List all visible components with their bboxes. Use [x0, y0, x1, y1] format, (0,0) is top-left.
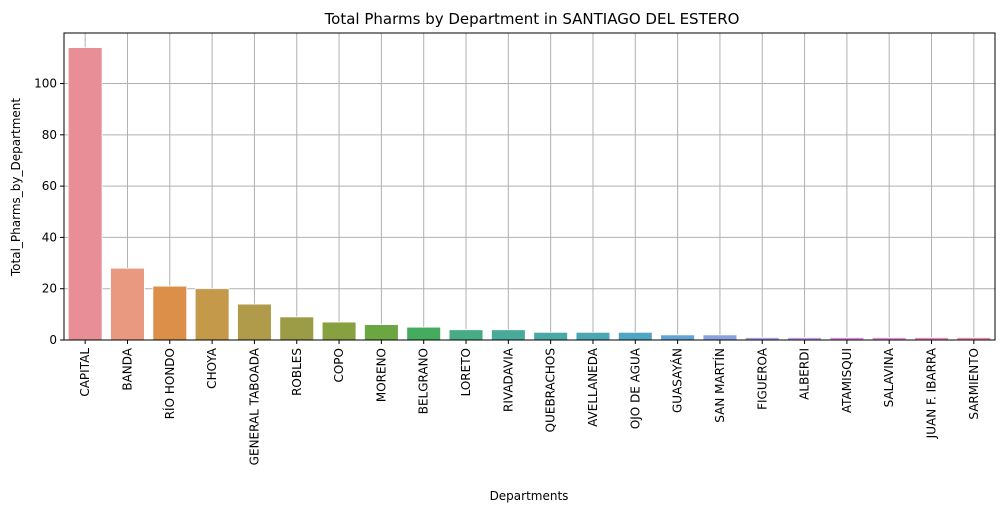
bar-capital: [67, 47, 103, 341]
x-tick-label: COPO: [332, 348, 346, 383]
bar-copo: [321, 321, 357, 341]
x-tick-label: LORETO: [459, 348, 473, 396]
x-tick-label: CAPITAL: [78, 348, 92, 397]
x-tick-label: SALAVINA: [882, 347, 896, 407]
bar-robles: [279, 316, 315, 341]
bar-choya: [194, 288, 230, 341]
x-tick-label: GENERAL TABOADA: [247, 347, 261, 465]
bar-banda: [110, 267, 145, 341]
bar-loreto: [448, 329, 484, 341]
x-tick-label: RIVADAVIA: [501, 347, 515, 412]
x-tick-label: AVELLANEDA: [586, 347, 600, 427]
x-tick-label: ALBERDI: [798, 348, 812, 400]
x-tick-label: QUEBRACHOS: [544, 348, 558, 432]
x-tick-label: OJO DE AGUA: [628, 347, 642, 429]
x-tick-label: BELGRANO: [417, 348, 431, 414]
bar-avellaneda: [575, 331, 611, 341]
x-axis-label: Departments: [490, 489, 569, 503]
y-axis-ticks: 0 20 40 60 80 100: [34, 77, 64, 347]
bar-guasay-n: [660, 334, 695, 341]
x-tick-label: SARMIENTO: [967, 348, 981, 420]
chart-title: Total Pharms by Department in SANTIAGO D…: [324, 10, 740, 28]
y-tick-label: 40: [42, 230, 57, 244]
bars: [67, 47, 992, 341]
y-tick-label: 20: [42, 282, 57, 296]
x-axis-ticks: CAPITAL BANDA RÍO HONDO CHOYA GENERAL TABOAD…: [78, 340, 981, 465]
bar-moreno: [364, 324, 399, 341]
bar-ojo-de-agua: [617, 331, 653, 341]
x-tick-label: BANDA: [120, 347, 134, 390]
bar-san-mart-n: [702, 334, 738, 341]
x-tick-label: RÍO HONDO: [162, 348, 177, 419]
bar-quebrachos: [533, 331, 568, 341]
x-tick-label: ROBLES: [290, 348, 304, 396]
y-tick-label: 0: [49, 333, 57, 347]
x-tick-label: MORENO: [374, 348, 388, 402]
x-tick-label: SAN MARTÍN: [712, 348, 727, 423]
y-tick-label: 60: [42, 179, 57, 193]
y-tick-label: 80: [42, 128, 57, 142]
x-tick-label: GUASAYÁN: [670, 348, 685, 413]
x-tick-label: FIGUEROA: [755, 347, 769, 410]
bar-belgrano: [406, 326, 442, 341]
bar-r-o-hondo: [152, 285, 188, 341]
bar-general-taboada: [237, 303, 272, 341]
bar-rivadavia: [491, 329, 526, 341]
x-tick-label: ATAMISQUI: [840, 348, 854, 413]
x-tick-label: CHOYA: [205, 347, 219, 389]
x-tick-label: JUAN F. IBARRA: [925, 347, 939, 439]
y-tick-label: 100: [34, 77, 57, 91]
y-axis-label: Total_Pharms_by_Department: [9, 98, 23, 278]
